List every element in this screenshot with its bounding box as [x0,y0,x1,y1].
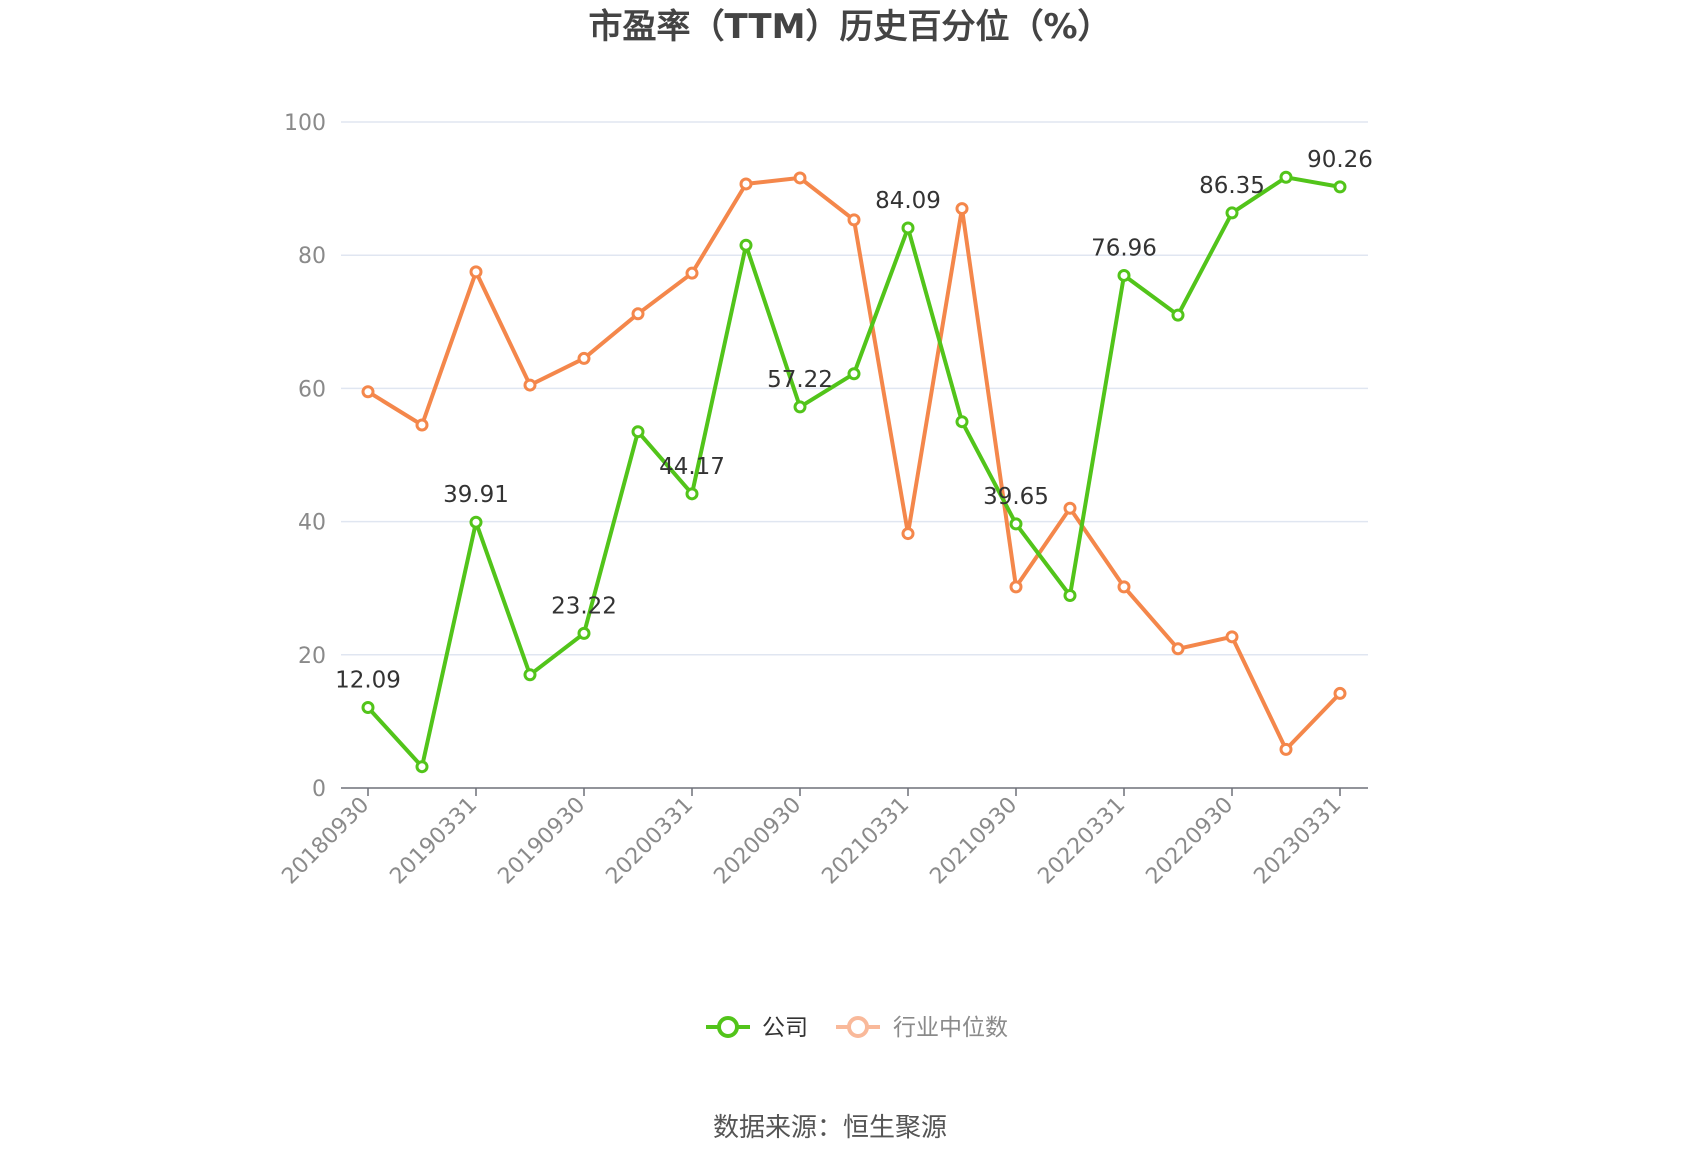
y-tick-label: 20 [298,644,326,669]
data-label: 39.65 [983,484,1049,510]
data-point[interactable] [631,307,645,321]
y-tick-label: 40 [298,511,326,536]
data-point[interactable] [469,265,483,279]
series-industry [361,171,1347,756]
legend-company-marker [717,1016,739,1038]
x-tick-label: 20190331 [385,793,482,890]
legend-item-industry[interactable]: 行业中位数 [836,1015,1008,1041]
data-label: 57.22 [767,367,833,393]
data-point[interactable] [1009,517,1023,531]
data-point[interactable] [685,266,699,280]
y-tick-label: 80 [298,244,326,269]
data-point[interactable] [1171,642,1185,656]
data-label: 86.35 [1199,173,1265,199]
data-label: 90.26 [1307,147,1373,173]
data-point[interactable] [739,238,753,252]
data-point[interactable] [1225,630,1239,644]
data-label: 12.09 [335,667,401,693]
series-company [361,170,1347,774]
y-axis: 0 20 40 60 80 100 [284,111,326,802]
data-point[interactable] [1333,686,1347,700]
data-point[interactable] [577,626,591,640]
grid-lines [341,121,1368,656]
series-layer [361,170,1347,774]
data-label: 44.17 [659,454,725,480]
legend-company-label: 公司 [762,1015,808,1041]
data-point[interactable] [1171,308,1185,322]
data-point[interactable] [1117,580,1131,594]
data-point[interactable] [415,760,429,774]
data-point[interactable] [361,700,375,714]
x-tick-label: 20200930 [709,793,806,890]
x-tick-label: 20180930 [277,793,374,890]
y-tick-label: 60 [298,377,326,402]
x-tick-label: 20230331 [1249,793,1346,890]
data-label: 39.91 [443,482,509,508]
data-point[interactable] [955,202,969,216]
data-point[interactable] [523,668,537,682]
data-point[interactable] [1063,589,1077,603]
data-point[interactable] [415,418,429,432]
data-label: 84.09 [875,188,941,214]
data-point[interactable] [577,351,591,365]
data-point[interactable] [523,378,537,392]
y-tick-label: 0 [312,777,326,802]
data-point[interactable] [685,487,699,501]
data-label: 23.22 [551,593,617,619]
data-label: 76.96 [1091,235,1157,261]
data-point[interactable] [361,385,375,399]
x-tick-label: 20190930 [493,793,590,890]
data-point[interactable] [1333,180,1347,194]
data-point[interactable] [1063,501,1077,515]
legend: 公司 行业中位数 [706,1015,1008,1041]
data-point[interactable] [631,425,645,439]
series-line [366,175,1341,769]
data-point[interactable] [1279,170,1293,184]
x-tick-label: 20210930 [925,793,1022,890]
data-point[interactable] [901,527,915,541]
x-axis: 20180930 20190331 20190930 20200331 20200930… [277,787,1368,890]
data-point[interactable] [1117,268,1131,282]
data-source: 数据来源：恒生聚源 [713,1113,947,1143]
x-tick-label: 20220930 [1141,793,1238,890]
data-labels: 12.09 39.91 23.22 44.17 57.22 84.09 39.65 76.96… [335,147,1373,694]
series-line [366,175,1342,752]
legend-item-company[interactable]: 公司 [706,1015,808,1041]
data-point[interactable] [955,415,969,429]
x-tick-label: 20210331 [817,793,914,890]
x-tick-label: 20200331 [601,793,698,890]
data-point[interactable] [1009,580,1023,594]
data-point[interactable] [793,400,807,414]
legend-industry-label: 行业中位数 [893,1015,1008,1041]
data-point[interactable] [847,367,861,381]
x-tick-label: 20220331 [1033,793,1130,890]
data-point[interactable] [739,177,753,191]
legend-industry-marker [847,1016,869,1038]
y-tick-label: 100 [284,111,326,136]
data-point[interactable] [1225,206,1239,220]
data-point[interactable] [847,213,861,227]
data-point[interactable] [793,171,807,185]
data-point[interactable] [1279,742,1293,756]
data-point[interactable] [901,221,915,235]
chart-title: 市盈率（TTM）历史百分位（%） [588,7,1111,47]
data-point[interactable] [469,515,483,529]
